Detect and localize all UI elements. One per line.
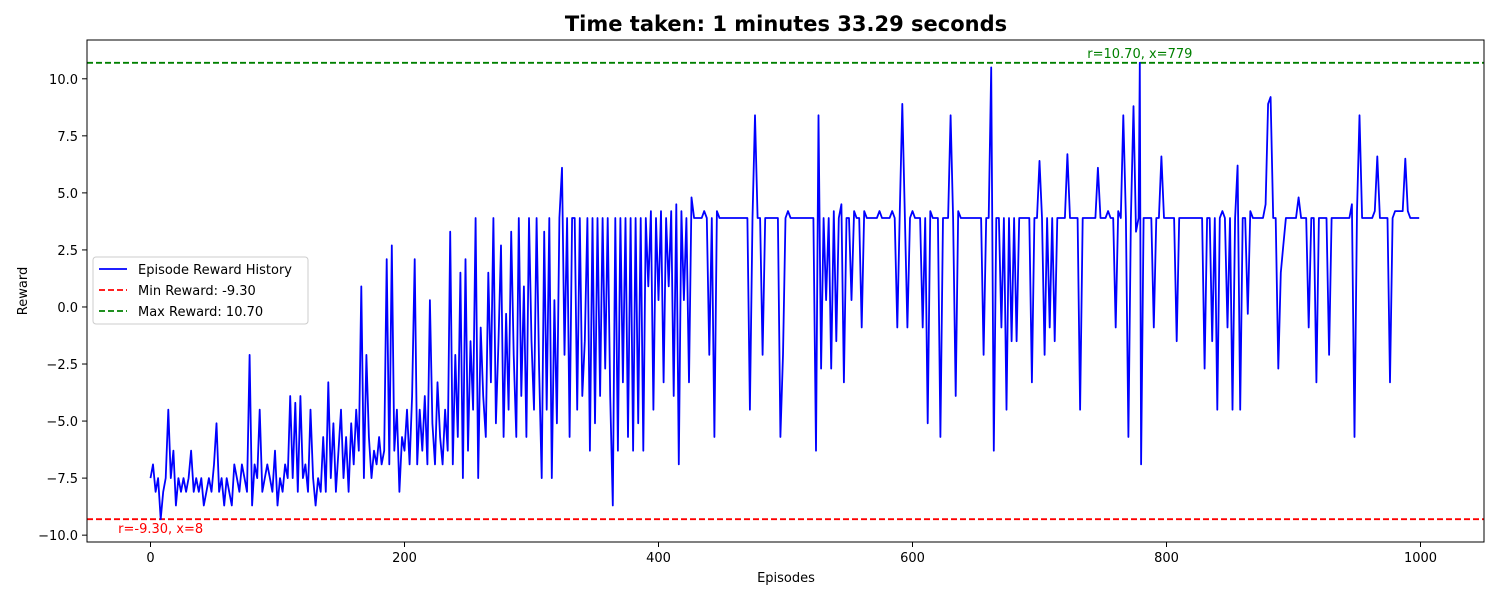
x-tick-label: 600	[900, 551, 925, 566]
y-tick-label: 0.0	[57, 301, 78, 316]
min-reward-annotation: r=-9.30, x=8	[118, 522, 203, 537]
x-axis-label: Episodes	[757, 571, 815, 586]
y-tick-label: 7.5	[57, 130, 78, 145]
y-tick-label: 2.5	[57, 244, 78, 259]
y-tick-label: −7.5	[46, 472, 78, 487]
plot-frame	[86, 39, 1485, 543]
max-reward-annotation: r=10.70, x=779	[1087, 47, 1192, 62]
legend-label-max: Max Reward: 10.70	[138, 305, 263, 320]
y-axis: −10.0 −7.5 −5.0 −2.5 0.0 2.5 5.0 7.5 10.0	[38, 73, 87, 544]
legend-label-min: Min Reward: -9.30	[138, 284, 256, 299]
plot-area: r=-9.30, x=8 r=10.70, x=779	[86, 39, 1485, 543]
x-tick-label: 800	[1154, 551, 1179, 566]
y-tick-label: 5.0	[57, 187, 78, 202]
x-tick-label: 400	[646, 551, 671, 566]
episode-reward-line	[149, 61, 1420, 521]
x-tick-label: 0	[146, 551, 154, 566]
plot-background	[87, 40, 1484, 542]
chart-title: Time taken: 1 minutes 33.29 seconds	[565, 12, 1007, 36]
x-tick-label: 200	[392, 551, 417, 566]
y-tick-label: −10.0	[38, 529, 78, 544]
legend-box	[92, 256, 309, 325]
y-tick-label: −2.5	[46, 358, 78, 373]
x-axis: 0 200 400 600 800 1000	[146, 542, 1437, 566]
legend: Episode Reward History Min Reward: -9.30…	[92, 256, 309, 325]
legend-label-reward: Episode Reward History	[138, 263, 292, 278]
y-tick-label: −5.0	[46, 415, 78, 430]
x-tick-label: 1000	[1404, 551, 1437, 566]
y-axis-label: Reward	[16, 267, 31, 315]
y-tick-label: 10.0	[49, 73, 78, 88]
